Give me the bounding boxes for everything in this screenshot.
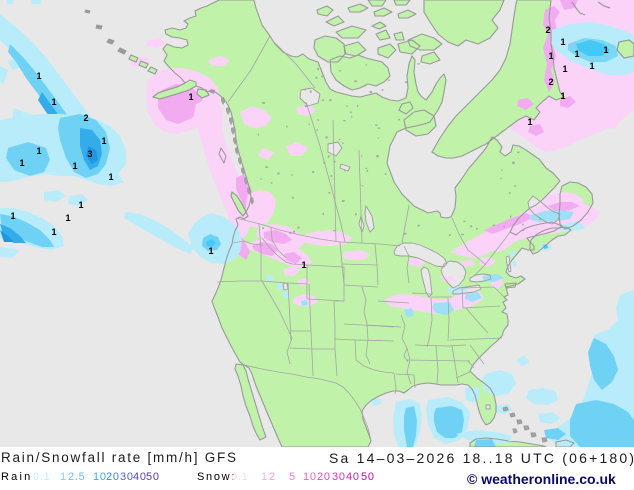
svg-text:1: 1 [36, 146, 41, 156]
svg-text:2: 2 [545, 25, 550, 35]
svg-text:1: 1 [51, 227, 56, 237]
svg-text:1: 1 [10, 211, 15, 221]
svg-text:2: 2 [83, 113, 88, 123]
svg-text:1: 1 [574, 49, 579, 59]
svg-text:3: 3 [87, 149, 92, 159]
svg-text:2: 2 [548, 77, 553, 87]
svg-text:1: 1 [108, 172, 113, 182]
svg-text:1: 1 [589, 61, 594, 71]
svg-text:1: 1 [65, 213, 70, 223]
svg-text:1: 1 [208, 246, 213, 256]
svg-text:1: 1 [603, 45, 608, 55]
svg-text:1: 1 [36, 71, 41, 81]
svg-text:1: 1 [560, 91, 565, 101]
svg-text:1: 1 [72, 161, 77, 171]
svg-text:1: 1 [19, 158, 24, 168]
svg-text:1: 1 [301, 260, 306, 270]
svg-text:1: 1 [188, 92, 193, 102]
svg-text:1: 1 [51, 97, 56, 107]
svg-text:1: 1 [548, 51, 553, 61]
svg-text:1: 1 [101, 136, 106, 146]
svg-text:1: 1 [527, 117, 532, 127]
svg-text:1: 1 [560, 37, 565, 47]
svg-text:1: 1 [562, 64, 567, 74]
svg-text:1: 1 [78, 200, 83, 210]
